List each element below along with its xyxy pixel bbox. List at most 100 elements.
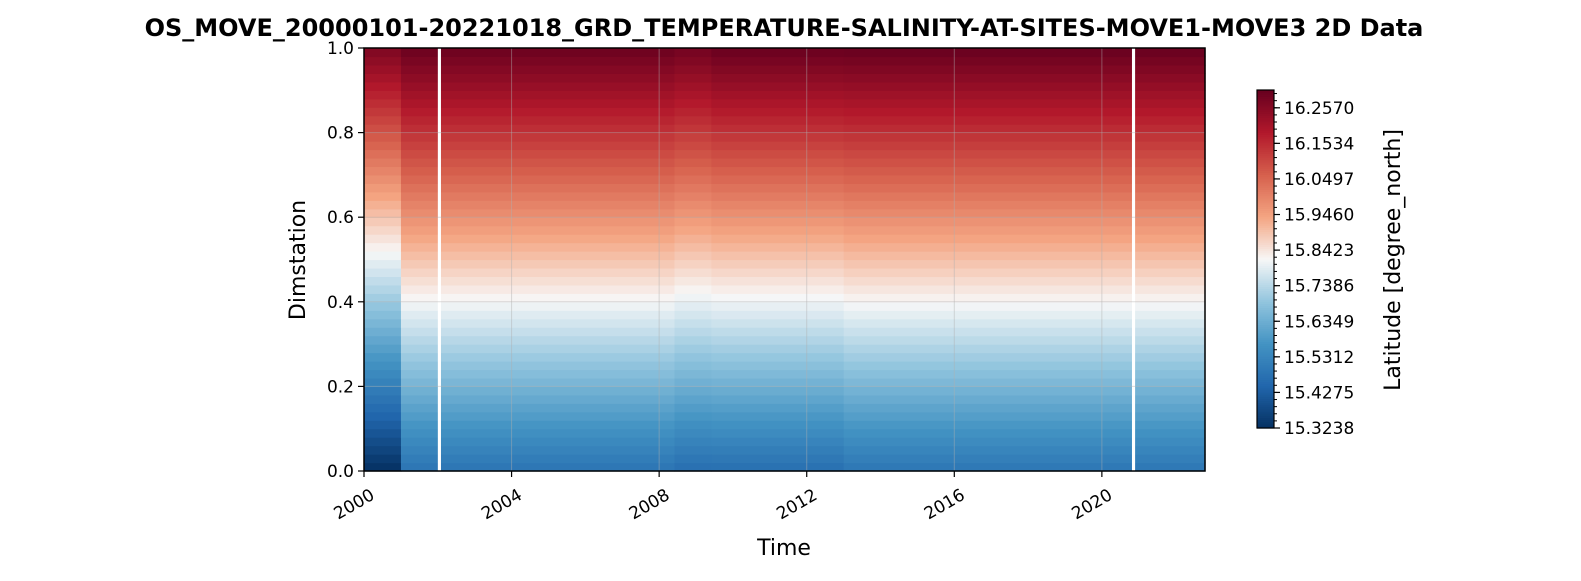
heatmap-cell [843,267,1206,278]
colorbar-swatch [1257,318,1274,321]
colorbar-swatch [1257,337,1274,340]
colorbar-swatch [1257,303,1274,307]
x-tick-label: 2008 [626,485,673,524]
colorbar-swatch [1257,278,1274,281]
colorbar-frame [1256,89,1275,429]
colorbar-swatch [1257,370,1274,374]
heatmap-cell [364,242,402,252]
colorbar-swatch [1257,282,1274,285]
heatmap-cell [711,310,845,320]
heatmap-cell [674,394,712,404]
colorbar-swatch [1257,326,1274,330]
heatmap-cell [364,200,402,210]
heatmap-cell [400,90,676,100]
heatmap-cell [711,369,845,379]
heatmap-cell [674,48,712,58]
heatmap-cell [674,327,712,337]
heatmap-cell [364,149,402,159]
colorbar-swatch [1257,377,1274,381]
colorbar-swatch [1257,396,1274,400]
heatmap-cell [674,445,712,455]
colorbar-swatch [1257,119,1274,123]
colorbar-swatch [1257,151,1274,154]
colorbar-swatch [1257,392,1274,395]
heatmap-cell [400,318,676,328]
y-tick-label: 0.0 [327,462,354,482]
colorbar-swatch [1257,94,1274,97]
y-tick-label: 0.8 [327,124,354,144]
colorbar-swatch [1257,199,1274,203]
colorbar-swatch [1257,233,1274,237]
heatmap-cell [843,420,1206,430]
heatmap-cell [711,344,845,354]
colorbar-swatch [1257,408,1274,412]
colorbar-tick-label: 15.8423 [1284,241,1354,261]
colorbar-swatch [1257,90,1274,93]
colorbar-swatch [1257,212,1274,216]
heatmap-cell [711,428,845,438]
heatmap-cell [711,225,845,235]
colorbar-swatch [1257,229,1274,233]
colorbar-swatch [1257,220,1274,224]
heatmap-cell [674,225,712,235]
heatmap-cell [711,251,845,261]
heatmap-cell [364,90,402,100]
heatmap-cell [843,191,1206,201]
heatmap-cell [364,428,402,438]
heatmap-cell [674,411,712,421]
colorbar-swatch [1257,147,1274,150]
heatmap-cell [843,90,1206,100]
colorbar-swatch [1257,246,1274,250]
colorbar-swatch [1257,366,1274,370]
heatmap-cell [711,411,845,421]
colorbar-swatch [1257,187,1274,190]
heatmap-cell [400,428,676,438]
heatmap-cell [400,191,676,201]
heatmap-cell [674,141,712,151]
colorbar-swatch [1257,104,1274,108]
heatmap-cell [364,166,402,176]
colorbar-swatch [1257,368,1274,372]
y-axis: 0.0 0.2 0.4 0.6 0.8 1.0 [327,39,364,482]
heatmap-cell [674,335,712,345]
heatmap-cell [364,259,402,269]
heatmap-cell [400,293,676,303]
heatmap-cell [843,462,1206,472]
heatmap-cell [711,377,845,387]
y-tick-label: 1.0 [327,39,354,59]
colorbar-tick-label: 16.2570 [1284,99,1354,119]
colorbar-tick-label: 15.3238 [1284,419,1354,439]
heatmap-cell [364,462,402,472]
heatmap-cell [400,454,676,464]
heatmap-cell [364,56,402,66]
heatmap-cell [843,98,1206,108]
heatmap-cell [843,310,1206,320]
colorbar-swatch [1257,364,1274,368]
heatmap-cell [400,361,676,371]
heatmap-cell [400,107,676,117]
heatmap-cell [674,132,712,142]
heatmap-cell [400,200,676,210]
colorbar-swatch [1257,339,1274,342]
heatmap-cell [711,81,845,91]
heatmap-cell [674,242,712,252]
colorbar-swatch [1257,379,1274,383]
colorbar-swatch [1257,389,1274,393]
data-gap [437,48,441,471]
colorbar-swatch [1257,225,1274,228]
colorbar-swatch [1257,286,1274,290]
heatmap-cell [843,284,1206,294]
colorbar-swatch [1257,161,1274,165]
heatmap-cell [711,352,845,362]
colorbar-swatch [1257,356,1274,359]
heatmap-cell [843,318,1206,328]
heatmap-cell [674,217,712,227]
colorbar-swatch [1257,381,1274,385]
colorbar-swatch [1257,210,1274,214]
colorbar-swatch [1257,138,1274,142]
heatmap-cell [711,56,845,66]
colorbar-swatch [1257,189,1274,192]
heatmap-cell [711,386,845,396]
heatmap-cell [364,403,402,413]
